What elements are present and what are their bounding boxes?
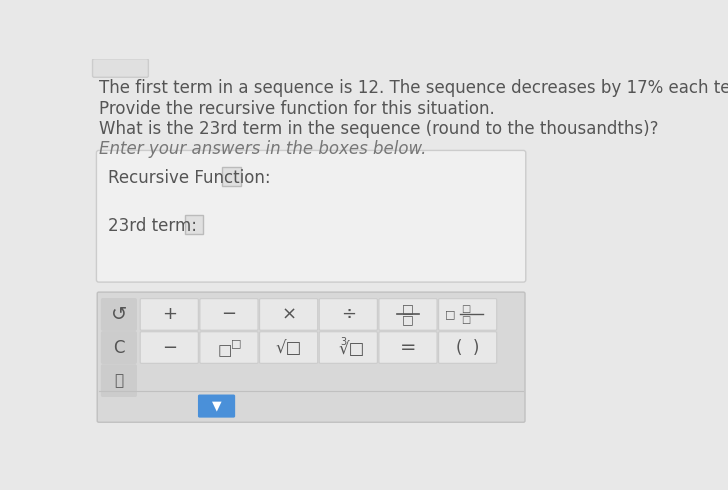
FancyBboxPatch shape [101, 332, 136, 364]
Text: √□: √□ [339, 340, 365, 358]
Text: □: □ [462, 304, 471, 314]
FancyBboxPatch shape [141, 299, 198, 330]
Text: −: − [221, 305, 237, 323]
FancyBboxPatch shape [98, 292, 525, 422]
FancyBboxPatch shape [260, 332, 317, 364]
Text: Enter your answers in the boxes below.: Enter your answers in the boxes below. [99, 141, 426, 158]
Text: ×: × [281, 305, 296, 323]
FancyBboxPatch shape [379, 299, 437, 330]
FancyBboxPatch shape [141, 332, 198, 364]
FancyBboxPatch shape [438, 332, 496, 364]
FancyBboxPatch shape [260, 299, 317, 330]
FancyBboxPatch shape [96, 150, 526, 282]
Text: C: C [113, 339, 124, 357]
Text: □: □ [402, 302, 414, 316]
Text: √□: √□ [275, 339, 302, 357]
FancyBboxPatch shape [320, 299, 377, 330]
FancyBboxPatch shape [200, 299, 258, 330]
FancyBboxPatch shape [222, 168, 240, 186]
Text: +: + [162, 305, 177, 323]
Text: Recursive Function:: Recursive Function: [108, 169, 271, 187]
FancyBboxPatch shape [320, 332, 377, 364]
Text: What is the 23rd term in the sequence (round to the thousandths)?: What is the 23rd term in the sequence (r… [99, 121, 658, 138]
FancyBboxPatch shape [101, 299, 136, 330]
Text: □: □ [462, 315, 471, 325]
Text: ↺: ↺ [111, 305, 127, 324]
Text: □: □ [402, 313, 414, 326]
FancyBboxPatch shape [92, 59, 149, 77]
Text: The first term in a sequence is 12. The sequence decreases by 17% each term.: The first term in a sequence is 12. The … [99, 79, 728, 97]
Text: Provide the recursive function for this situation.: Provide the recursive function for this … [99, 100, 494, 119]
FancyBboxPatch shape [198, 394, 235, 417]
FancyBboxPatch shape [101, 365, 136, 396]
FancyBboxPatch shape [200, 332, 258, 364]
Text: 🗑: 🗑 [114, 373, 124, 388]
Text: (  ): ( ) [456, 339, 479, 357]
Text: □: □ [218, 343, 232, 358]
Text: =: = [400, 338, 416, 357]
Text: 3: 3 [341, 337, 347, 347]
FancyBboxPatch shape [185, 215, 203, 234]
Text: ▼: ▼ [212, 399, 221, 413]
Text: □: □ [446, 310, 456, 319]
Text: 23rd term:: 23rd term: [108, 217, 197, 235]
FancyBboxPatch shape [438, 299, 496, 330]
FancyBboxPatch shape [379, 332, 437, 364]
Text: −: − [162, 339, 177, 357]
Text: ÷: ÷ [341, 305, 356, 323]
Text: □: □ [231, 339, 241, 349]
